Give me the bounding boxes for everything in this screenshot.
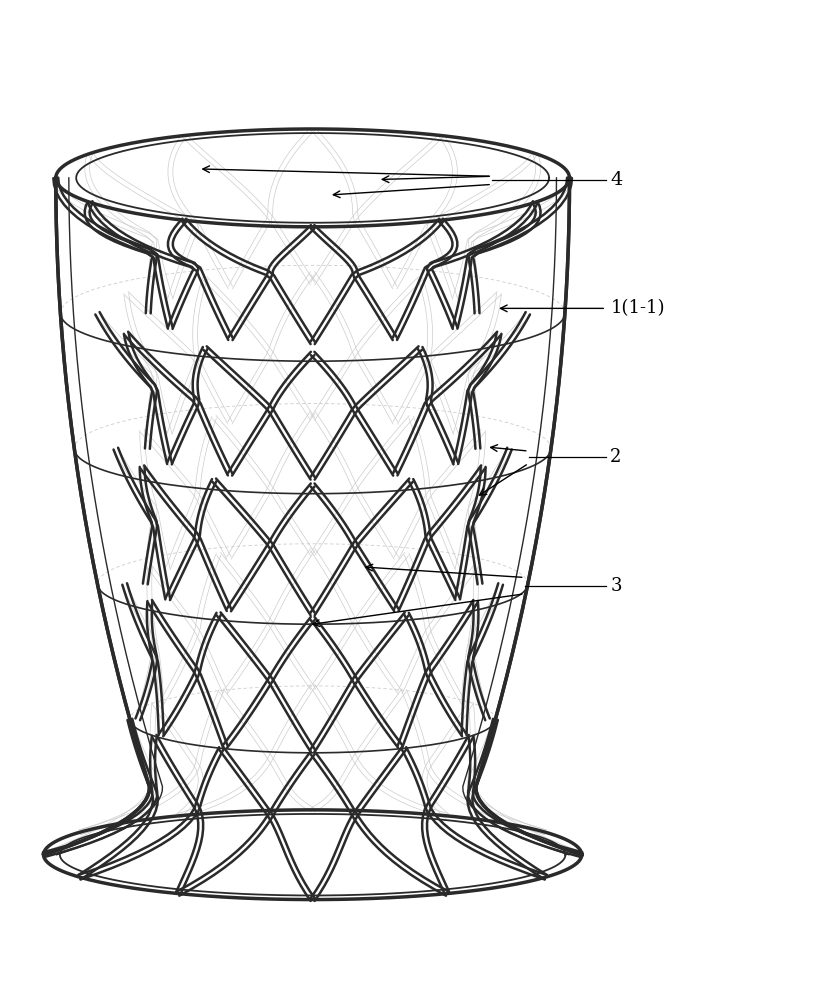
Text: 4: 4 xyxy=(610,171,622,189)
Text: 1(1-1): 1(1-1) xyxy=(610,299,665,317)
Text: 3: 3 xyxy=(610,577,621,595)
Text: 2: 2 xyxy=(610,448,621,466)
